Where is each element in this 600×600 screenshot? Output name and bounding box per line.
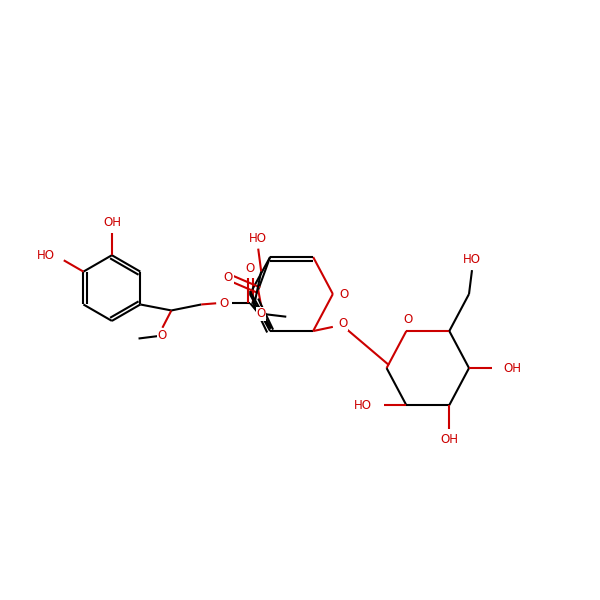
- Text: O: O: [403, 313, 412, 326]
- Text: OH: OH: [503, 362, 521, 374]
- Text: O: O: [338, 317, 347, 331]
- Text: O: O: [339, 287, 348, 301]
- Text: OH: OH: [103, 216, 121, 229]
- Text: HO: HO: [249, 232, 267, 245]
- Text: O: O: [224, 271, 233, 284]
- Text: HO: HO: [463, 253, 481, 266]
- Text: O: O: [257, 307, 266, 320]
- Text: OH: OH: [440, 433, 458, 446]
- Text: O: O: [220, 297, 229, 310]
- Text: HO: HO: [37, 249, 55, 262]
- Text: O: O: [245, 262, 255, 275]
- Text: O: O: [158, 329, 167, 342]
- Text: HO: HO: [353, 398, 371, 412]
